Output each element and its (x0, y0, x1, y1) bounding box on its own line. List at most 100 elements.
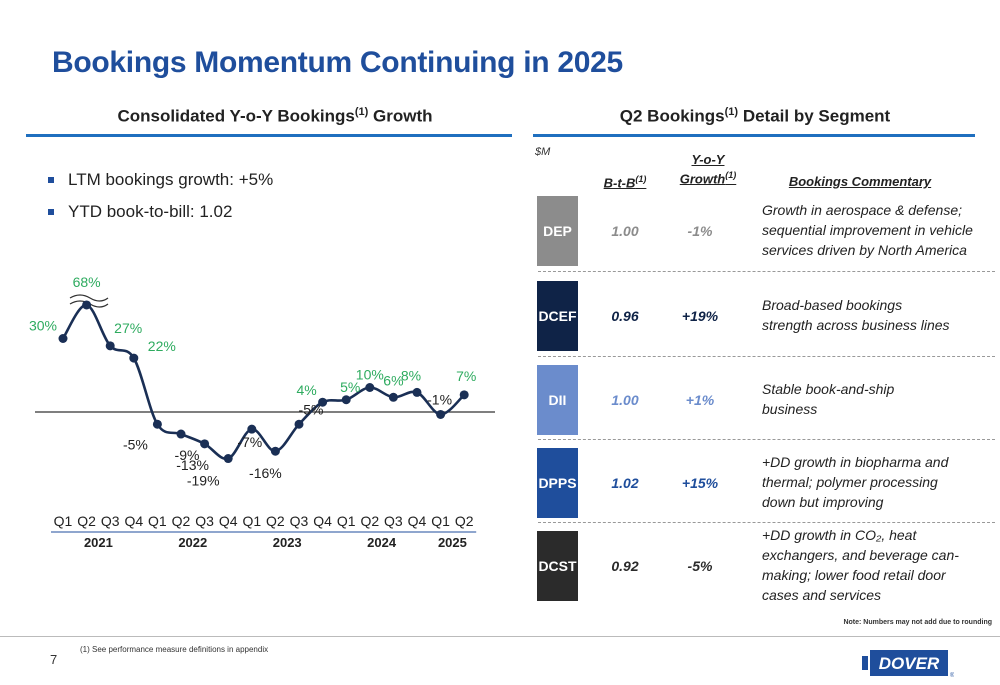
commentary-line: Stable book-and-ship (762, 381, 895, 397)
x-tick-label: Q4 (313, 513, 332, 529)
x-tick-label: Q2 (360, 513, 379, 529)
bullet-list: LTM bookings growth: +5% YTD book-to-bil… (48, 170, 273, 234)
x-tick-label: Q2 (172, 513, 191, 529)
commentary-line: cases and services (762, 587, 882, 603)
data-point (365, 383, 375, 392)
commentary-line: Broad-based bookings (762, 297, 903, 313)
segment-btb-value: 1.02 (611, 475, 639, 491)
segment-btb-value: 0.96 (611, 308, 639, 324)
data-point (436, 409, 446, 419)
commentary-line: +DD growth in biopharma and (762, 454, 949, 470)
commentary-line: making; lower food retail door (762, 567, 946, 583)
segment-btb-value: 1.00 (611, 392, 639, 408)
segment-row-dcst: DCST 0.92 -5% +DD growth in CO₂, heat exchan… (535, 523, 995, 607)
segment-btb-value: 0.92 (611, 558, 639, 574)
data-label: -9% (175, 447, 200, 463)
segment-badge: DEP (537, 196, 578, 266)
data-label: 68% (73, 274, 101, 290)
col-header-btb: B-t-B(1) (603, 174, 647, 191)
x-tick-label: Q3 (101, 513, 120, 529)
right-heading-rule (533, 134, 975, 137)
page-number: 7 (50, 652, 58, 667)
data-point (58, 334, 68, 343)
data-point (412, 387, 422, 397)
row-divider (538, 439, 995, 440)
year-label: 2021 (84, 535, 113, 550)
axis-break-mark (69, 294, 109, 302)
x-tick-label: Q4 (408, 513, 427, 529)
data-point (388, 392, 398, 402)
commentary-line: business (762, 401, 818, 417)
row-divider (538, 271, 995, 272)
x-tick-label: Q1 (242, 513, 261, 529)
data-label: 8% (401, 367, 421, 383)
data-point (341, 395, 351, 405)
logo-mark: ® (950, 672, 954, 678)
x-tick-label: Q1 (54, 513, 73, 529)
bullet-ytd: YTD book-to-bill: 1.02 (48, 202, 273, 222)
commentary-line: services driven by North America (762, 242, 967, 258)
data-point (270, 446, 280, 456)
commentary-line: +DD growth in CO₂, heat (762, 527, 917, 543)
x-tick-label: Q2 (266, 513, 285, 529)
data-point (176, 429, 186, 439)
left-section-heading: Consolidated Y-o-Y Bookings(1) Growth (117, 106, 433, 126)
bullet-square-icon (48, 209, 54, 215)
left-heading-rule (26, 134, 512, 137)
data-label: 5% (340, 379, 360, 395)
page-title: Bookings Momentum Continuing in 2025 (52, 46, 623, 79)
segment-row-dcef: DCEF 0.96 +19% Broad-based bookings strength… (535, 273, 995, 357)
segment-commentary: +DD growth in CO₂, heat exchangers, and b… (762, 525, 997, 605)
data-point (152, 419, 162, 429)
year-label: 2024 (367, 535, 397, 550)
data-point (318, 397, 328, 407)
segment-btb-value: 1.00 (611, 223, 639, 239)
data-point (294, 419, 304, 429)
segment-badge: DCEF (537, 281, 578, 351)
data-label: 30% (29, 318, 57, 334)
data-label: 7% (456, 368, 476, 384)
data-point (82, 300, 92, 310)
row-divider (538, 356, 995, 357)
segment-row-dep: DEP 1.00 -1% Growth in aerospace & defense;… (535, 188, 995, 272)
x-tick-label: Q4 (124, 513, 143, 529)
data-label: -5% (123, 436, 148, 452)
segment-yoy-value: +19% (681, 308, 719, 324)
x-tick-label: Q4 (219, 513, 238, 529)
data-point (247, 424, 257, 434)
x-tick-label: Q1 (337, 513, 356, 529)
data-label: 10% (356, 367, 384, 383)
segment-yoy-value: +15% (681, 475, 719, 491)
data-label: -19% (187, 473, 220, 489)
year-label: 2022 (178, 535, 207, 550)
data-label: -1% (427, 391, 452, 407)
year-label: 2025 (438, 535, 467, 550)
segment-row-dpps: DPPS 1.02 +15% +DD growth in biopharma and t… (535, 440, 995, 524)
segment-badge: DII (537, 365, 578, 435)
right-section-heading: Q2 Bookings(1) Detail by Segment (619, 106, 891, 126)
footer-rule (0, 636, 1000, 637)
x-tick-label: Q3 (195, 513, 214, 529)
bullet-square-icon (48, 177, 54, 183)
col-header-commentary: Bookings Commentary (788, 174, 932, 189)
commentary-line: down but improving (762, 494, 884, 510)
rounding-note: Note: Numbers may not add due to roundin… (843, 619, 992, 626)
data-point (200, 439, 210, 449)
segment-commentary: Stable book-and-ship business (762, 379, 997, 419)
commentary-line: exchangers, and beverage can- (762, 547, 959, 563)
data-label: 27% (114, 320, 142, 336)
data-label: -13% (176, 457, 209, 473)
commentary-line: strength across business lines (762, 317, 950, 333)
segment-badge: DCST (537, 531, 578, 601)
data-point (105, 341, 115, 351)
data-point (223, 454, 233, 464)
bookings-growth-chart: 30% 68% 27% 22% -5% -9%-13%-19% -7% -16% -5% 4% 5%… (29, 274, 495, 550)
x-tick-label: Q2 (455, 513, 474, 529)
segment-commentary: +DD growth in biopharma and thermal; poly… (762, 452, 997, 512)
year-label: 2023 (273, 535, 302, 550)
data-point (459, 390, 469, 400)
segment-yoy-value: +1% (685, 392, 715, 408)
x-tick-label: Q3 (384, 513, 403, 529)
logo-text: DOVER (879, 654, 940, 673)
segment-commentary: Growth in aerospace & defense; sequential… (762, 200, 997, 260)
